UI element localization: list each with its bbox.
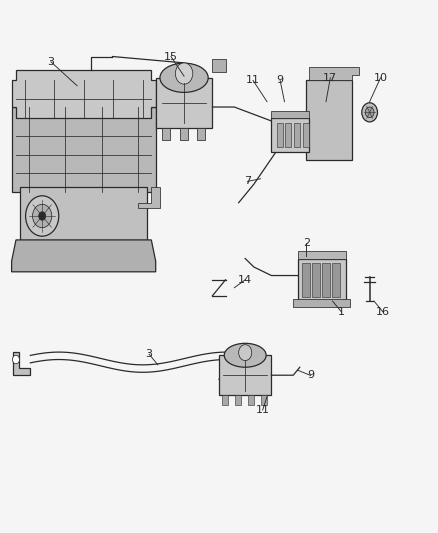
Bar xyxy=(272,118,308,152)
Bar xyxy=(222,395,228,405)
Text: 7: 7 xyxy=(244,176,251,187)
Bar xyxy=(297,259,346,301)
Bar xyxy=(294,123,300,147)
Bar xyxy=(20,187,147,240)
Bar xyxy=(322,263,330,297)
Polygon shape xyxy=(13,352,30,375)
Bar xyxy=(235,395,241,405)
Text: 17: 17 xyxy=(323,73,337,83)
Bar xyxy=(303,123,309,147)
Bar xyxy=(297,251,346,259)
Bar xyxy=(180,128,187,140)
Polygon shape xyxy=(138,187,160,208)
Bar xyxy=(277,123,283,147)
Polygon shape xyxy=(308,67,359,80)
Text: 1: 1 xyxy=(338,306,345,317)
Text: 15: 15 xyxy=(164,52,178,61)
Circle shape xyxy=(12,356,19,364)
Text: 11: 11 xyxy=(246,76,260,85)
Bar xyxy=(286,123,291,147)
Ellipse shape xyxy=(160,63,208,92)
Polygon shape xyxy=(212,59,226,72)
Bar xyxy=(12,107,155,192)
Circle shape xyxy=(39,212,46,220)
Text: 9: 9 xyxy=(276,76,284,85)
Polygon shape xyxy=(12,240,155,272)
Bar xyxy=(219,356,272,395)
Circle shape xyxy=(362,103,378,122)
Bar xyxy=(306,80,352,160)
Ellipse shape xyxy=(224,343,266,367)
Text: 14: 14 xyxy=(238,275,252,285)
Text: 3: 3 xyxy=(47,57,54,67)
Bar xyxy=(162,128,170,140)
Circle shape xyxy=(175,63,193,84)
Bar xyxy=(272,111,308,118)
Circle shape xyxy=(365,107,374,118)
Bar xyxy=(312,263,320,297)
Text: 16: 16 xyxy=(376,306,390,317)
Text: 10: 10 xyxy=(374,73,388,83)
Circle shape xyxy=(32,204,52,228)
Text: 11: 11 xyxy=(256,405,270,415)
Circle shape xyxy=(25,196,59,236)
Bar xyxy=(332,263,340,297)
Bar xyxy=(155,78,212,128)
Bar xyxy=(197,128,205,140)
Polygon shape xyxy=(12,70,155,118)
Text: 9: 9 xyxy=(307,370,314,381)
Bar xyxy=(302,263,310,297)
Text: 3: 3 xyxy=(146,349,152,359)
Bar xyxy=(261,395,268,405)
Text: 2: 2 xyxy=(303,238,310,247)
Circle shape xyxy=(239,345,252,361)
Bar xyxy=(248,395,254,405)
Bar xyxy=(293,300,350,308)
